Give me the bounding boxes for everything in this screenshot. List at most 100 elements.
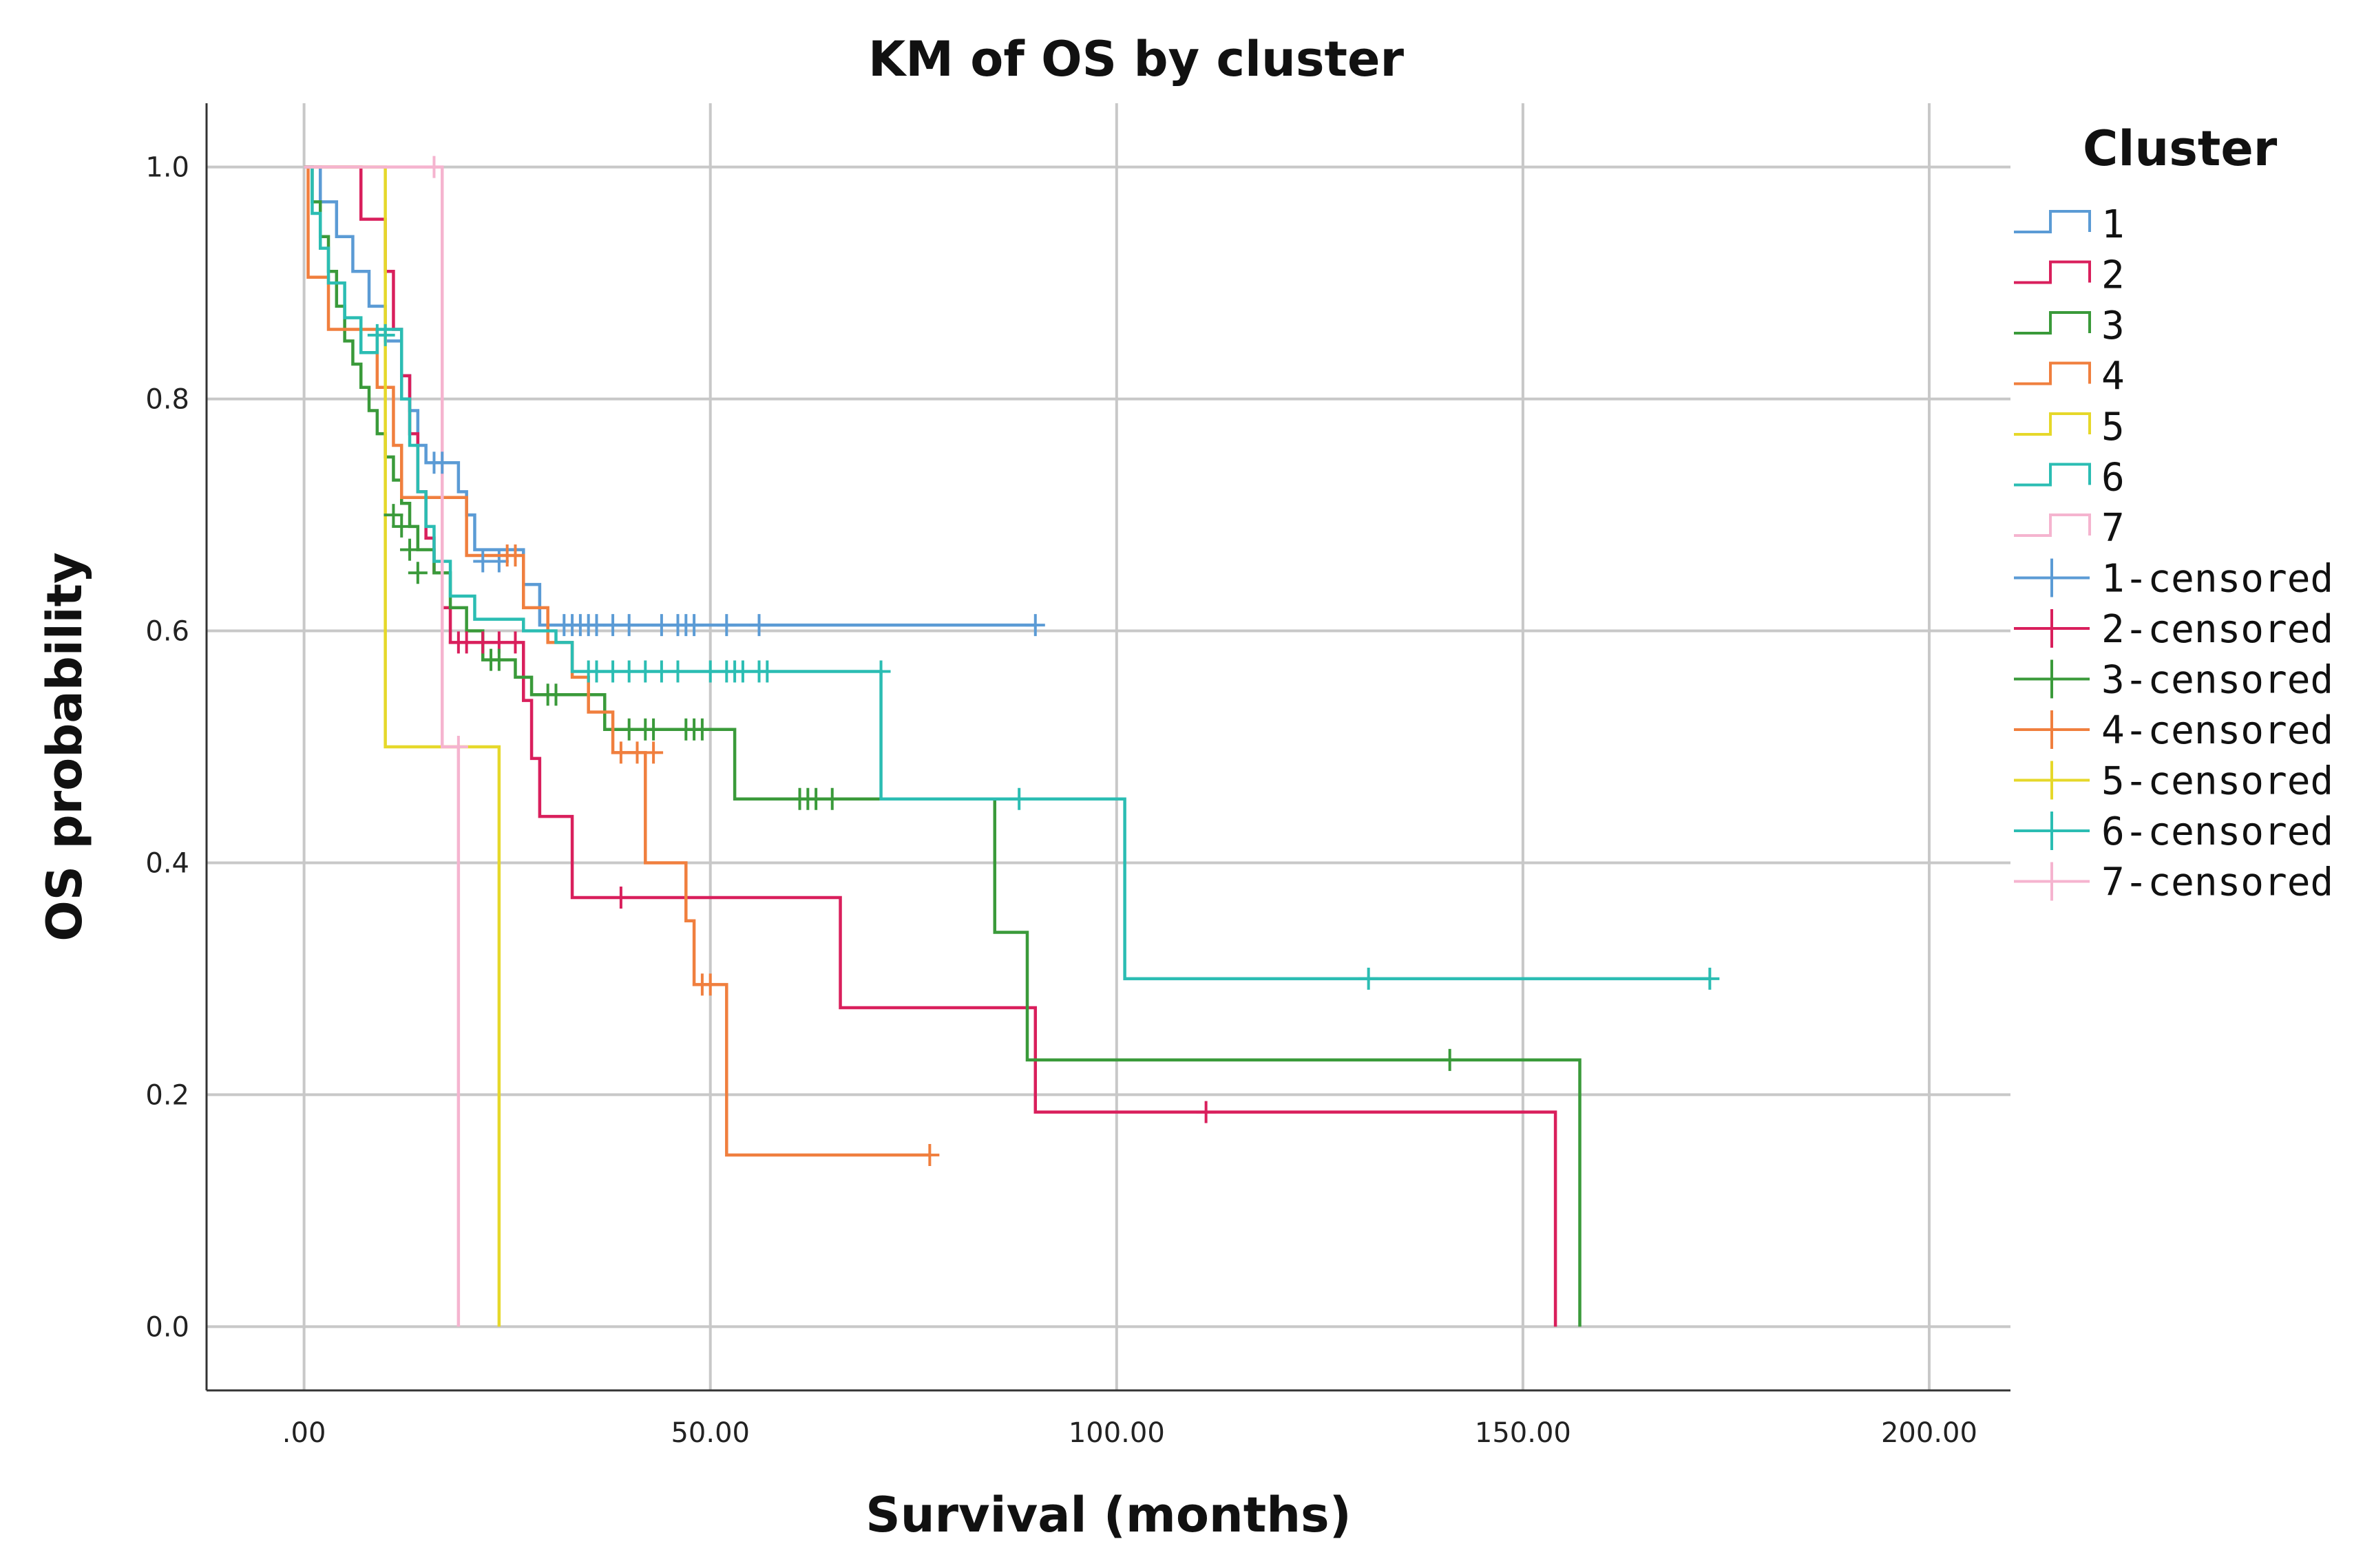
censor-mark-4: [505, 544, 525, 567]
censor-mark-3: [489, 648, 509, 671]
y-tick-label: 0.6: [145, 616, 189, 648]
y-axis-title: OS probability: [36, 552, 93, 942]
censor-mark-1: [587, 614, 607, 637]
legend-label-7: 7: [2101, 506, 2125, 551]
censor-mark-6: [1009, 787, 1029, 810]
legend-title: Cluster: [2083, 120, 2278, 177]
legend-label-2-censored: 2-censored: [2101, 607, 2333, 652]
censor-mark-1: [717, 614, 737, 637]
y-tick-label: 1.0: [145, 152, 189, 184]
censor-mark-6: [375, 324, 395, 346]
censor-mark-1: [489, 550, 509, 573]
legend-label-2: 2: [2101, 253, 2125, 298]
legend-label-3-censored: 3-censored: [2101, 658, 2333, 703]
censor-mark-4: [644, 741, 664, 764]
censor-mark-2: [505, 631, 525, 654]
censor-mark-3: [619, 718, 639, 741]
x-tick-label: 200.00: [1881, 1417, 1977, 1449]
censor-mark-2: [456, 631, 476, 654]
censor-mark-6: [1358, 967, 1378, 990]
legend-symbol-4: [2014, 361, 2091, 385]
km-curve-4: [304, 165, 930, 1157]
censor-mark-2: [1196, 1101, 1216, 1123]
legend-symbol-6: [2014, 463, 2091, 487]
legend-symbol-4-censored: [2014, 710, 2090, 749]
censor-mark-1: [473, 550, 493, 573]
legend-symbol-6-censored: [2014, 812, 2090, 850]
censor-marks: [367, 156, 1720, 1167]
censor-mark-6: [1700, 967, 1720, 990]
y-tick-labels: 0.0 0.2 0.4 0.6 0.8 1.0: [145, 152, 189, 1344]
censor-mark-3: [408, 562, 428, 584]
x-tick-labels: .00 50.00 100.00 150.00 200.00: [282, 1417, 1977, 1449]
censor-mark-7: [448, 736, 468, 758]
censor-mark-1: [684, 614, 704, 637]
km-curve-3: [304, 165, 1582, 1327]
censor-mark-6: [651, 660, 671, 683]
survival-curves: [304, 165, 1710, 1327]
censor-mark-3: [546, 684, 566, 706]
censor-mark-3: [400, 538, 420, 561]
legend-label-3: 3: [2101, 304, 2125, 348]
censor-mark-6: [757, 660, 777, 683]
y-tick-label: 0.8: [145, 384, 189, 416]
censor-mark-3: [392, 515, 412, 538]
legend-symbol-1-censored: [2014, 558, 2090, 597]
censor-mark-6: [587, 660, 607, 683]
axes: [205, 103, 2010, 1392]
y-tick-label: 0.4: [145, 847, 189, 879]
legend-label-7-censored: 7-censored: [2101, 860, 2333, 905]
legend-label-1-censored: 1-censored: [2101, 557, 2333, 602]
x-tick-label: 150.00: [1475, 1417, 1571, 1449]
censor-mark-3: [806, 787, 826, 810]
x-tick-label: 50.00: [671, 1417, 750, 1449]
legend-label-5: 5: [2101, 405, 2125, 449]
censor-mark-4: [627, 741, 647, 764]
censor-mark-3: [822, 787, 842, 810]
censor-mark-6: [700, 660, 720, 683]
censor-mark-3: [644, 718, 664, 741]
censor-mark-1: [619, 614, 639, 637]
censor-mark-3: [692, 718, 712, 741]
legend: 1 2 3 4 5 6 7 1-censored 2-censored 3-censored 4-c…: [2014, 202, 2333, 905]
censor-mark-2: [473, 631, 493, 654]
censor-mark-1: [1025, 614, 1045, 637]
censor-mark-1: [603, 614, 623, 637]
chart-title: KM of OS by cluster: [868, 31, 1405, 87]
km-curve-1: [304, 165, 1036, 627]
x-tick-label: .00: [282, 1417, 326, 1449]
legend-symbol-2-censored: [2014, 609, 2090, 648]
legend-symbol-7: [2014, 513, 2091, 537]
censor-mark-2: [611, 887, 631, 909]
censor-mark-6: [603, 660, 623, 683]
censor-mark-3: [1440, 1048, 1460, 1071]
x-axis-title: Survival (months): [865, 1487, 1351, 1543]
censor-mark-3: [384, 504, 403, 527]
censor-mark-6: [635, 660, 655, 683]
legend-symbol-7-censored: [2014, 862, 2090, 901]
legend-symbol-5: [2014, 412, 2091, 436]
legend-symbol-3-censored: [2014, 659, 2090, 699]
km-curve-6: [304, 165, 1710, 981]
censor-mark-6: [619, 660, 639, 683]
censor-mark-1: [749, 614, 769, 637]
censor-mark-4: [611, 741, 631, 764]
censor-mark-6: [871, 660, 891, 683]
censor-mark-6: [668, 660, 688, 683]
y-tick-label: 0.0: [145, 1311, 189, 1343]
y-tick-label: 0.2: [145, 1079, 189, 1111]
legend-label-6-censored: 6-censored: [2101, 809, 2333, 854]
censor-mark-6: [733, 660, 753, 683]
legend-symbol-2: [2014, 260, 2091, 284]
legend-label-1: 1: [2101, 202, 2125, 247]
censor-mark-1: [432, 452, 452, 474]
legend-symbol-5-censored: [2014, 761, 2090, 800]
grid-lines: [207, 103, 2010, 1390]
legend-label-5-censored: 5-censored: [2101, 759, 2333, 804]
legend-label-6: 6: [2101, 456, 2125, 500]
censor-mark-4: [700, 973, 720, 996]
censor-mark-4: [920, 1144, 940, 1167]
censor-mark-1: [651, 614, 671, 637]
legend-symbol-1: [2014, 210, 2091, 233]
